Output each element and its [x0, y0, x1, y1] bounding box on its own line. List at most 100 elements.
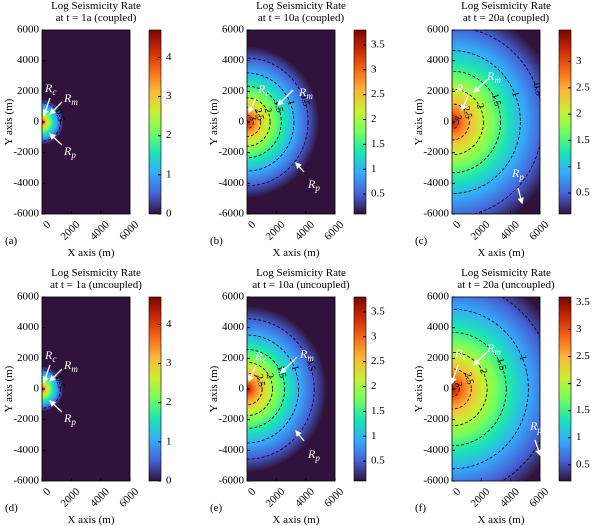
chart-subtitle: at t = 1a (uncoupled): [50, 279, 142, 291]
y-axis-label: Y axis (m): [3, 365, 15, 412]
annotation: Rp: [63, 411, 76, 427]
contour-line: [42, 369, 61, 409]
chart-subtitle: at t = 10a (uncoupled): [252, 279, 350, 291]
contour-line: [452, 308, 529, 470]
annotation-sub: m: [71, 364, 78, 374]
colorbar-tick-label: 1.5: [576, 134, 590, 146]
y-tick-label: -6000: [13, 208, 39, 220]
y-tick-label: -4000: [218, 444, 244, 456]
x-tick-label: 6000: [322, 485, 346, 509]
panel: 0.511.522.530 2000 4000 6000-6000-4000-2000…: [208, 0, 385, 259]
y-tick-label: 4000: [427, 54, 450, 66]
colorbar-tick-label: 3: [576, 323, 582, 335]
annotation: Rc: [455, 81, 467, 97]
annotation-arrow: [534, 439, 542, 457]
y-tick-label: -2000: [423, 146, 449, 158]
annotation-sub: m: [494, 75, 501, 85]
colorbar-tick-label: 1.5: [576, 404, 590, 416]
contour-label: 0.5: [53, 108, 67, 123]
annotation-arrow: [49, 368, 63, 382]
colorbar: [353, 296, 367, 482]
x-tick-label: 6000: [527, 218, 551, 242]
x-tick-label: 2000: [264, 485, 288, 509]
annotation-base: R: [486, 69, 495, 83]
x-tick-label: 4000: [88, 218, 112, 242]
y-tick-label: -6000: [218, 208, 244, 220]
contour-line: [452, 114, 459, 130]
colorbar-tick-label: 3.5: [371, 305, 385, 317]
contour-label: 2.5: [252, 107, 266, 122]
annotation-base: R: [257, 82, 266, 96]
contour-label: 2.5: [253, 373, 267, 388]
colorbar-tick-label: 3: [371, 330, 377, 342]
annotation-sub: p: [70, 417, 76, 427]
colorbar-tick-label: 3.5: [576, 296, 590, 308]
colorbar-tick-label: 2: [576, 377, 582, 389]
y-tick-label: -2000: [13, 146, 39, 158]
contour-label: 3: [452, 381, 464, 389]
chart-title: Log Seismicity Rate: [461, 0, 551, 12]
contour-label: 3: [452, 114, 464, 122]
annotation-arrow: [295, 429, 305, 442]
annotation-sub: m: [494, 347, 501, 357]
contour-line: [247, 107, 262, 137]
panel-label: (d): [5, 502, 18, 514]
annotation-sub: c: [52, 354, 56, 364]
annotation-base: R: [454, 346, 463, 360]
heat-field: 0.511.522.5: [247, 297, 335, 481]
colorbar-tick-label: 1: [371, 430, 377, 442]
y-axis-label: Y axis (m): [413, 365, 425, 412]
y-axis-label: Y axis (m): [413, 98, 425, 145]
x-tick-label: 0: [41, 485, 54, 498]
annotation-sub: p: [314, 183, 320, 193]
chart-subtitle: at t = 1a (coupled): [56, 12, 137, 24]
x-tick-label: 0: [451, 485, 464, 498]
annotation-sub: c: [265, 88, 269, 98]
chart-title: Log Seismicity Rate: [256, 0, 346, 12]
colorbar-tick-label: 2.5: [371, 88, 385, 100]
y-tick-label: -4000: [218, 177, 244, 189]
annotation: Rp: [63, 144, 76, 160]
contour-label: 1: [289, 364, 301, 372]
contour-label: 1: [517, 354, 529, 362]
annotation: Rm: [486, 341, 501, 357]
annotation-sub: c: [462, 352, 466, 362]
panel: 0.511.522.530 2000 4000 6000-6000-4000-2000…: [413, 267, 590, 526]
colorbar-tick-label: 0: [166, 475, 172, 487]
x-tick-label: 4000: [498, 485, 522, 509]
annotation: Rp: [307, 177, 320, 193]
contour-label: 1.5: [489, 92, 503, 107]
panel-label: (a): [5, 235, 18, 247]
colorbar-tick-label: 1: [371, 163, 377, 175]
annotation-sub: p: [314, 453, 320, 463]
annotation: Rm: [299, 347, 314, 363]
colorbar-tick-label: 0.5: [371, 455, 385, 467]
x-tick-label: 2000: [469, 485, 493, 509]
colorbar-tick-label: 3: [166, 90, 172, 102]
colorbar-tick-label: 3: [576, 55, 582, 67]
annotation-arrow: [295, 162, 305, 173]
annotation: Rm: [486, 69, 501, 85]
x-tick-label: 4000: [293, 218, 317, 242]
x-axis-label: X axis (m): [272, 514, 319, 526]
y-tick-label: 4000: [222, 321, 245, 333]
annotation-base: R: [44, 348, 53, 362]
x-tick-label: 4000: [88, 485, 112, 509]
annotation: Rm: [298, 85, 313, 101]
annotation-sub: m: [306, 91, 313, 101]
y-tick-label: 2000: [427, 352, 450, 364]
annotation-arrow: [473, 79, 488, 93]
contour-line: [452, 50, 521, 194]
y-tick-label: -4000: [423, 444, 449, 456]
y-tick-label: -2000: [218, 413, 244, 425]
x-axis-label: X axis (m): [272, 247, 319, 259]
annotation: Rc: [44, 348, 56, 364]
contour-label: 0.5: [530, 82, 544, 97]
colorbar-tick-label: 3: [371, 63, 377, 75]
y-tick-label: 2000: [222, 85, 245, 97]
colorbar-tick-label: 1.5: [371, 138, 385, 150]
x-tick-label: 2000: [264, 218, 288, 242]
annotation-base: R: [511, 166, 520, 180]
y-axis-label: Y axis (m): [3, 98, 15, 145]
